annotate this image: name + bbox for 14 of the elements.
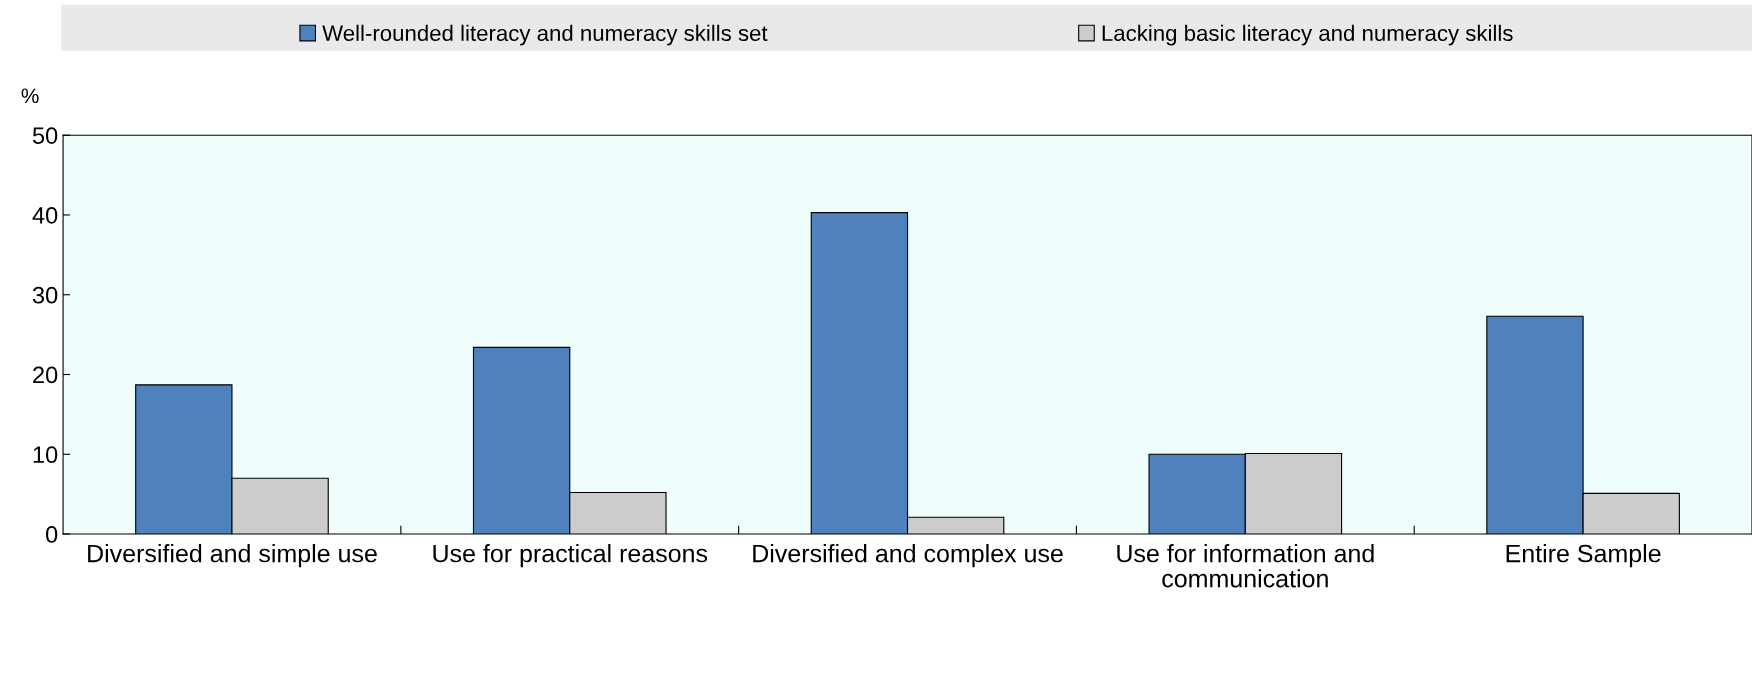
y-tick-label: 40 <box>32 207 58 224</box>
y-tick-label: 0 <box>46 526 58 543</box>
y-tick-label: 10 <box>33 446 58 464</box>
x-tick-label: Entire Sample <box>1506 544 1661 568</box>
legend-label: Lacking basic literacy and numeracy skills <box>1102 24 1513 46</box>
x-tick-label: Use for practical reasons <box>433 544 708 568</box>
x-tick-label: Diversified and simple use <box>88 544 377 568</box>
y-tick-label: 50 <box>32 127 58 144</box>
y-tick-label: 30 <box>32 286 58 304</box>
x-tick-label: Diversified and complex use <box>753 544 1063 568</box>
y-axis-title: % <box>21 88 39 104</box>
x-tick-label: Use for information and communication <box>1117 544 1374 588</box>
y-tick-label: 20 <box>33 366 58 384</box>
legend-label: Well-rounded literacy and numeracy skills set <box>322 24 768 46</box>
